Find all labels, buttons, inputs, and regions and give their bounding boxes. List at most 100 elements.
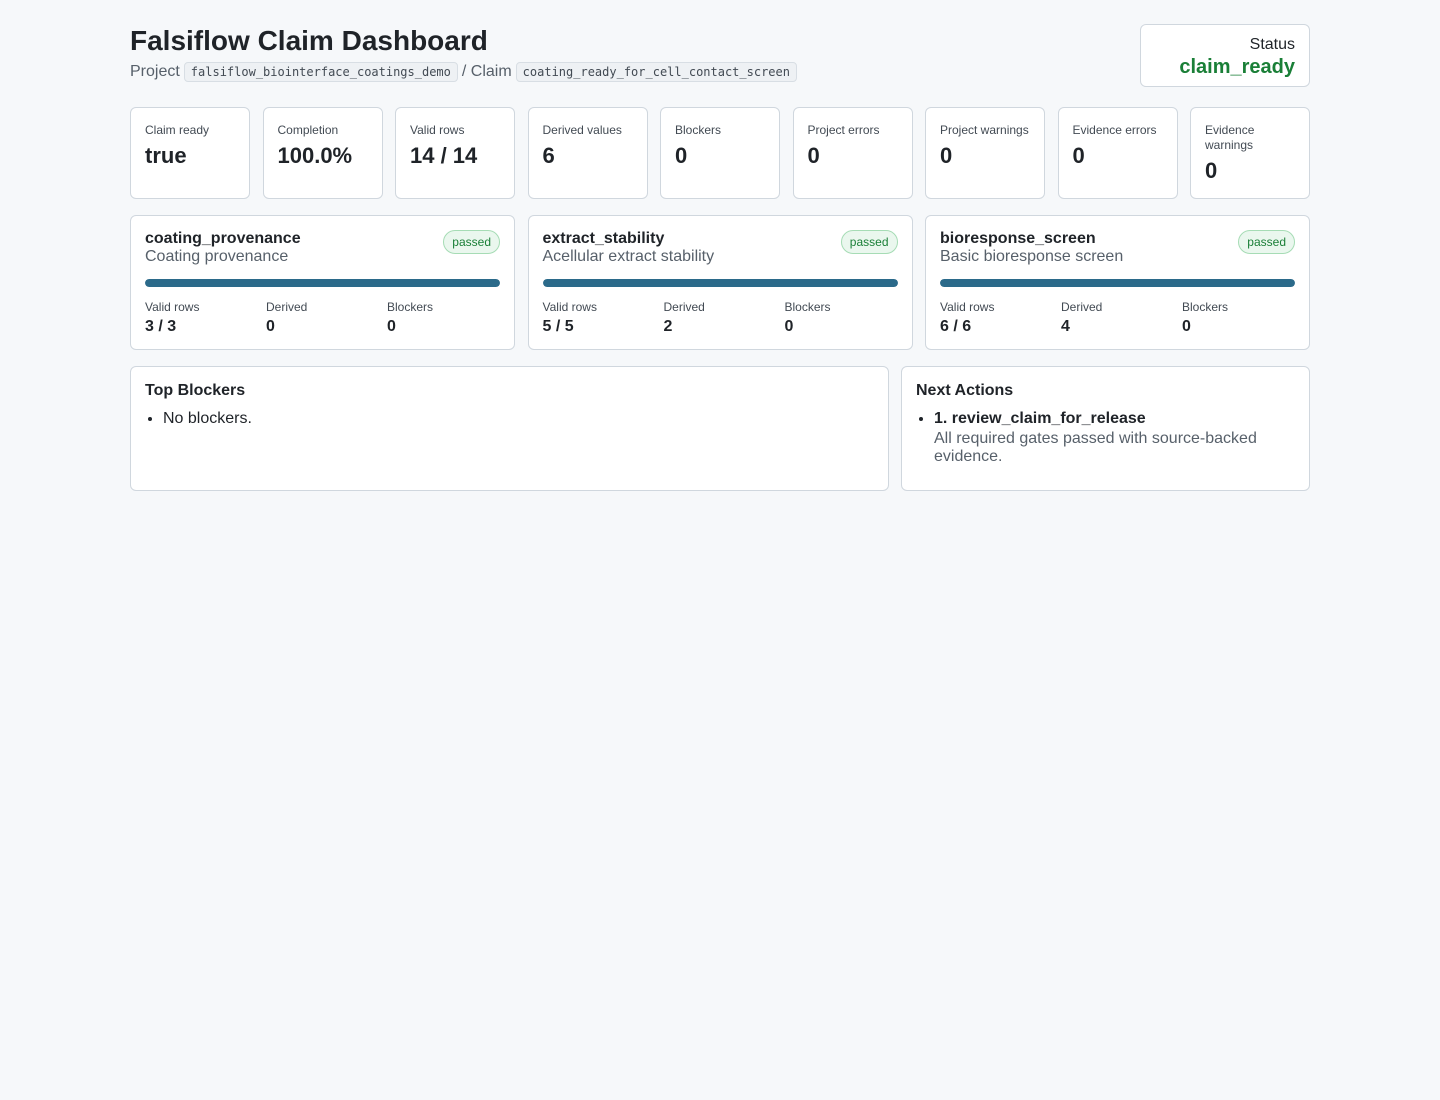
blockers-list: No blockers.	[145, 409, 874, 429]
gate-stats: Valid rows 3 / 3 Derived 0 Blockers 0	[145, 300, 500, 337]
stat-value: 5 / 5	[542, 318, 574, 335]
stat-value: 0	[387, 318, 396, 335]
metric-label: Evidence errors	[1072, 123, 1157, 137]
gate-name: bioresponse_screen	[940, 230, 1096, 247]
progress-bar	[145, 279, 500, 287]
header-left: Falsiflow Claim Dashboard Project falsif…	[130, 24, 797, 82]
gate-stat: Derived 4	[1061, 300, 1182, 337]
metric-value: 14 / 14	[410, 143, 478, 168]
metric-card: Completion 100.0%	[262, 107, 383, 199]
panel-title: Next Actions	[916, 382, 1014, 399]
next-actions-panel: Next Actions 1. review_claim_for_release…	[901, 366, 1310, 491]
metric-card: Blockers 0	[660, 107, 780, 199]
metric-card: Derived values 6	[527, 107, 648, 199]
stat-value: 4	[1061, 318, 1070, 335]
stat-label: Valid rows	[542, 300, 597, 314]
stat-value: 0	[1182, 318, 1191, 335]
gate-card: bioresponse_screen Basic bioresponse scr…	[925, 215, 1310, 350]
stat-value: 6 / 6	[940, 318, 972, 335]
stat-value: 0	[784, 318, 794, 335]
gate-stat: Blockers 0	[1182, 300, 1295, 337]
stat-value: 0	[266, 318, 275, 335]
metric-value: 0	[1072, 143, 1085, 168]
progress-bar-fill	[940, 279, 1295, 287]
action-name: 1. review_claim_for_release	[934, 410, 1146, 427]
metric-value: true	[145, 143, 187, 168]
actions-list: 1. review_claim_for_release All required…	[916, 409, 1295, 466]
gate-stat: Derived 2	[664, 300, 785, 337]
gate-stat: Derived 0	[266, 300, 387, 337]
gate-header: bioresponse_screen Basic bioresponse scr…	[940, 230, 1295, 266]
gate-card: coating_provenance Coating provenance pa…	[130, 215, 515, 350]
progress-bar-fill	[542, 279, 898, 287]
gate-name: coating_provenance	[145, 230, 301, 247]
stat-value: 2	[663, 318, 673, 335]
gate-name: extract_stability	[542, 230, 665, 247]
status-badge: passed	[443, 230, 500, 254]
gate-card: extract_stability Acellular extract stab…	[527, 215, 913, 350]
gate-description: Acellular extract stability	[542, 248, 715, 265]
stat-label: Blockers	[1182, 300, 1229, 314]
gate-stat: Valid rows 5 / 5	[543, 300, 664, 337]
gate-description: Basic bioresponse screen	[940, 248, 1124, 265]
metric-value: 0	[675, 143, 688, 168]
metric-label: Project errors	[807, 123, 880, 137]
metric-label: Valid rows	[410, 123, 465, 137]
stat-label: Blockers	[784, 300, 831, 314]
action-detail: All required gates passed with source-ba…	[934, 430, 1257, 465]
project-id: falsiflow_biointerface_coatings_demo	[183, 62, 458, 82]
claim-prefix: / Claim	[461, 63, 512, 80]
gate-description: Coating provenance	[145, 248, 289, 265]
gate-header: extract_stability Acellular extract stab…	[543, 230, 898, 266]
metrics-row: Claim ready true Completion 100.0% Valid…	[130, 107, 1310, 199]
gate-stats: Valid rows 6 / 6 Derived 4 Blockers 0	[940, 300, 1295, 337]
metric-value: 0	[940, 143, 953, 168]
page-title: Falsiflow Claim Dashboard	[130, 25, 488, 56]
gates-row: coating_provenance Coating provenance pa…	[130, 215, 1310, 350]
metric-label: Derived values	[542, 123, 622, 137]
metric-card: Project warnings 0	[925, 107, 1045, 199]
gate-stat: Blockers 0	[785, 300, 898, 337]
metric-label: Claim ready	[145, 123, 210, 137]
gate-stat: Valid rows 6 / 6	[940, 300, 1061, 337]
metric-card: Claim ready true	[130, 107, 250, 199]
metric-value: 6	[542, 143, 555, 168]
metric-value: 100.0%	[277, 143, 353, 168]
progress-bar-fill	[145, 279, 500, 287]
status-badge: passed	[1238, 230, 1295, 254]
gate-header: coating_provenance Coating provenance pa…	[145, 230, 500, 266]
gate-stats: Valid rows 5 / 5 Derived 2 Blockers 0	[543, 300, 898, 337]
progress-bar	[542, 279, 898, 287]
stat-label: Valid rows	[940, 300, 995, 314]
metric-value: 0	[807, 143, 820, 168]
project-prefix: Project	[130, 63, 180, 80]
metric-label: Completion	[277, 123, 339, 137]
breadcrumb: Project falsiflow_biointerface_coatings_…	[130, 62, 797, 82]
dashboard-page: Falsiflow Claim Dashboard Project falsif…	[130, 24, 1310, 491]
status-value: claim_ready	[1179, 56, 1295, 78]
metric-card: Evidence errors 0	[1057, 107, 1178, 199]
panel-title: Top Blockers	[145, 382, 246, 399]
stat-label: Blockers	[387, 300, 434, 314]
top-blockers-panel: Top Blockers No blockers.	[130, 366, 889, 491]
metric-card: Evidence warnings 0	[1190, 107, 1310, 199]
gate-stat: Valid rows 3 / 3	[145, 300, 266, 337]
list-item: No blockers.	[163, 409, 874, 429]
metric-card: Valid rows 14 / 14	[395, 107, 515, 199]
stat-label: Valid rows	[145, 300, 200, 314]
claim-id: coating_ready_for_cell_contact_screen	[515, 62, 797, 82]
status-label: Status	[1249, 36, 1295, 53]
panels-row: Top Blockers No blockers. Next Actions 1…	[130, 366, 1310, 491]
stat-label: Derived	[663, 300, 705, 314]
status-badge: passed	[840, 230, 898, 254]
stat-label: Derived	[266, 300, 308, 314]
stat-value: 3 / 3	[145, 318, 177, 335]
metric-label: Blockers	[675, 123, 722, 137]
metric-value: 0	[1205, 158, 1218, 183]
progress-bar	[940, 279, 1295, 287]
metric-card: Project errors 0	[792, 107, 913, 199]
metric-label: Project warnings	[940, 123, 1029, 137]
dashboard-header: Falsiflow Claim Dashboard Project falsif…	[130, 24, 1310, 107]
stat-label: Derived	[1061, 300, 1103, 314]
list-item: 1. review_claim_for_release All required…	[934, 409, 1295, 466]
